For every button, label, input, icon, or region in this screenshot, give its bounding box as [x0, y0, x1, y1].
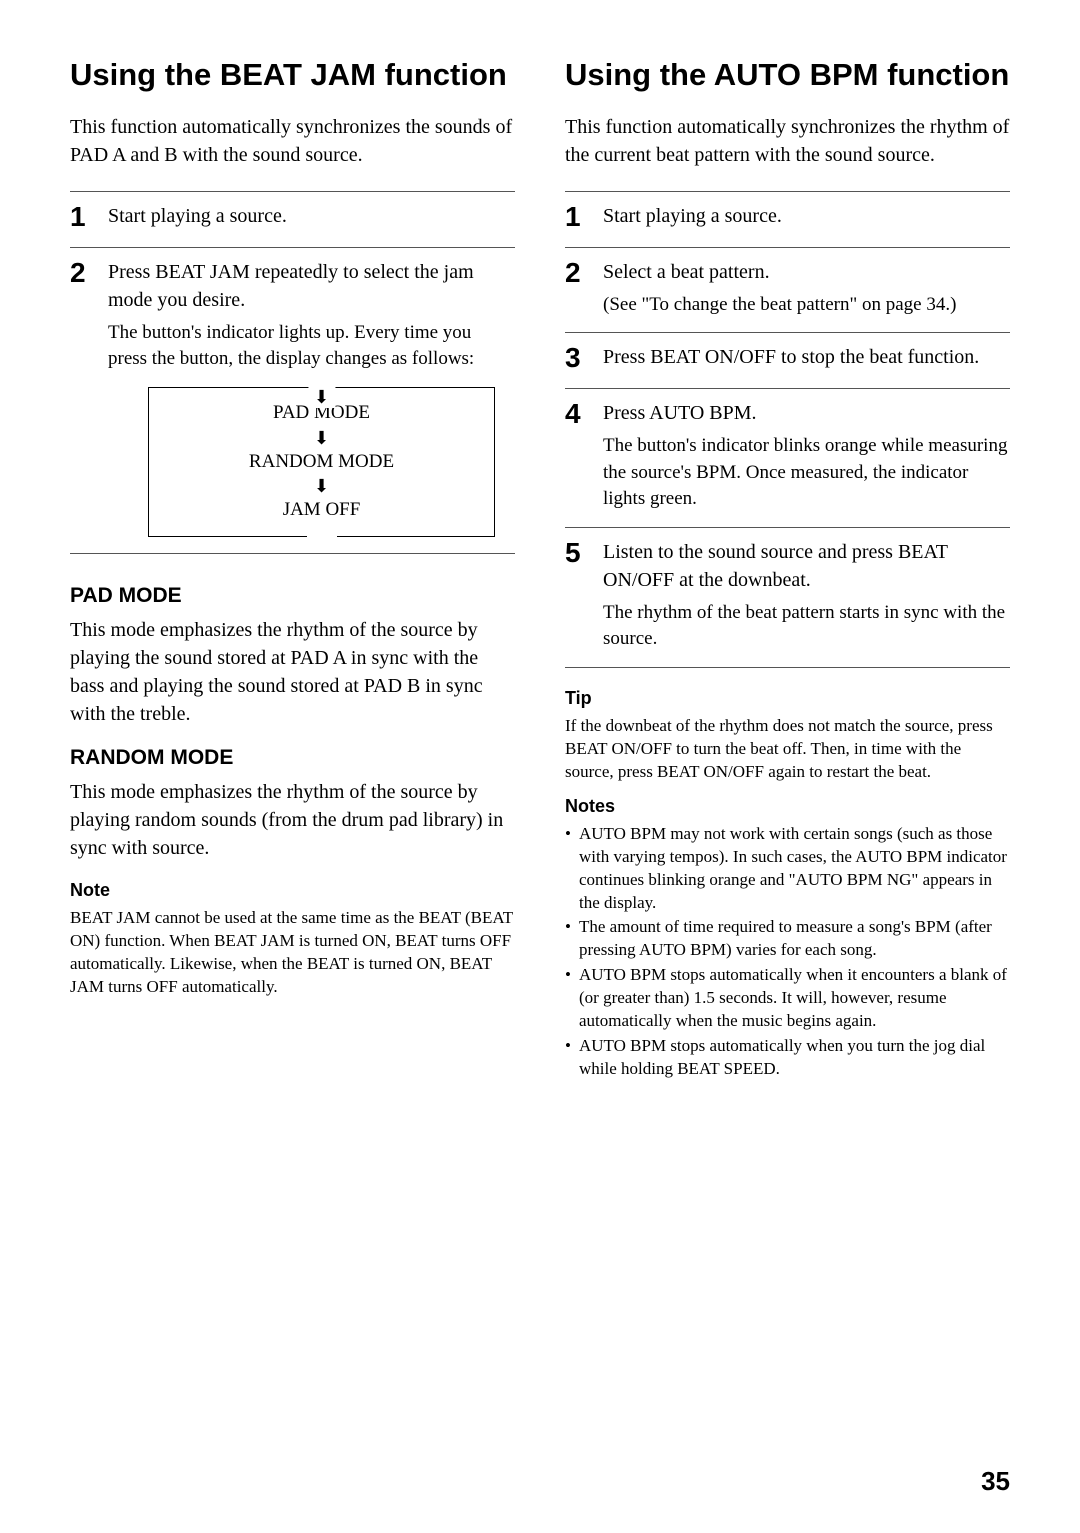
- arrow-down-icon: ⬇: [308, 387, 335, 408]
- steps-block: 1 Start playing a source. 2 Press BEAT J…: [70, 191, 515, 554]
- diagram-item: JAM OFF: [161, 499, 482, 522]
- step-item: 4 Press AUTO BPM. The button's indicator…: [565, 388, 1010, 527]
- mode-cycle-diagram: ⬇ PAD MODE ⬇ RANDOM MODE ⬇ JAM OFF: [148, 387, 495, 537]
- step-number: 5: [565, 538, 587, 653]
- step-body: Start playing a source.: [108, 202, 515, 233]
- page-number: 35: [981, 1466, 1010, 1497]
- section-title: Using the AUTO BPM function: [565, 56, 1010, 95]
- step-body: Select a beat pattern. (See "To change t…: [603, 258, 1010, 319]
- left-column: Using the BEAT JAM function This functio…: [70, 56, 515, 1083]
- step-body: Listen to the sound source and press BEA…: [603, 538, 1010, 653]
- step-item: 5 Listen to the sound source and press B…: [565, 527, 1010, 668]
- step-item: 2 Press BEAT JAM repeatedly to select th…: [70, 247, 515, 555]
- step-sub-text: The button's indicator lights up. Every …: [108, 320, 515, 373]
- notes-list: AUTO BPM may not work with certain songs…: [565, 823, 1010, 1081]
- diagram-loop-connector: [307, 535, 337, 537]
- section-title: Using the BEAT JAM function: [70, 56, 515, 95]
- arrow-down-icon: ⬇: [161, 477, 482, 495]
- diagram-item: RANDOM MODE: [161, 451, 482, 474]
- notes-list-item: AUTO BPM stops automatically when you tu…: [565, 1035, 1010, 1081]
- step-sub-text: (See "To change the beat pattern" on pag…: [603, 292, 1010, 319]
- pad-mode-text: This mode emphasizes the rhythm of the s…: [70, 616, 515, 728]
- notes-heading: Notes: [565, 796, 1010, 817]
- tip-text: If the downbeat of the rhythm does not m…: [565, 715, 1010, 784]
- steps-block: 1 Start playing a source. 2 Select a bea…: [565, 191, 1010, 668]
- notes-list-item: AUTO BPM may not work with certain songs…: [565, 823, 1010, 915]
- step-sub-text: The rhythm of the beat pattern starts in…: [603, 600, 1010, 653]
- intro-text: This function automatically synchronizes…: [70, 113, 515, 169]
- step-main-text: Listen to the sound source and press BEA…: [603, 538, 1010, 594]
- step-item: 3 Press BEAT ON/OFF to stop the beat fun…: [565, 332, 1010, 388]
- tip-heading: Tip: [565, 688, 1010, 709]
- step-number: 4: [565, 399, 587, 513]
- notes-list-item: The amount of time required to measure a…: [565, 916, 1010, 962]
- step-main-text: Start playing a source.: [603, 202, 1010, 230]
- step-number: 2: [70, 258, 92, 540]
- note-text: BEAT JAM cannot be used at the same time…: [70, 907, 515, 999]
- step-main-text: Press AUTO BPM.: [603, 399, 1010, 427]
- step-item: 1 Start playing a source.: [70, 191, 515, 247]
- step-main-text: Press BEAT ON/OFF to stop the beat funct…: [603, 343, 1010, 371]
- page-columns: Using the BEAT JAM function This functio…: [70, 56, 1010, 1083]
- step-body: Start playing a source.: [603, 202, 1010, 233]
- intro-text: This function automatically synchronizes…: [565, 113, 1010, 169]
- step-number: 3: [565, 343, 587, 374]
- step-item: 1 Start playing a source.: [565, 191, 1010, 247]
- step-item: 2 Select a beat pattern. (See "To change…: [565, 247, 1010, 333]
- arrow-down-icon: ⬇: [161, 429, 482, 447]
- step-number: 1: [565, 202, 587, 233]
- right-column: Using the AUTO BPM function This functio…: [565, 56, 1010, 1083]
- random-mode-heading: RANDOM MODE: [70, 746, 515, 770]
- step-main-text: Press BEAT JAM repeatedly to select the …: [108, 258, 515, 314]
- step-body: Press BEAT JAM repeatedly to select the …: [108, 258, 515, 540]
- notes-list-item: AUTO BPM stops automatically when it enc…: [565, 964, 1010, 1033]
- step-number: 1: [70, 202, 92, 233]
- pad-mode-heading: PAD MODE: [70, 584, 515, 608]
- random-mode-text: This mode emphasizes the rhythm of the s…: [70, 778, 515, 862]
- step-main-text: Start playing a source.: [108, 202, 515, 230]
- step-body: Press BEAT ON/OFF to stop the beat funct…: [603, 343, 1010, 374]
- step-main-text: Select a beat pattern.: [603, 258, 1010, 286]
- step-sub-text: The button's indicator blinks orange whi…: [603, 433, 1010, 513]
- note-heading: Note: [70, 880, 515, 901]
- step-body: Press AUTO BPM. The button's indicator b…: [603, 399, 1010, 513]
- step-number: 2: [565, 258, 587, 319]
